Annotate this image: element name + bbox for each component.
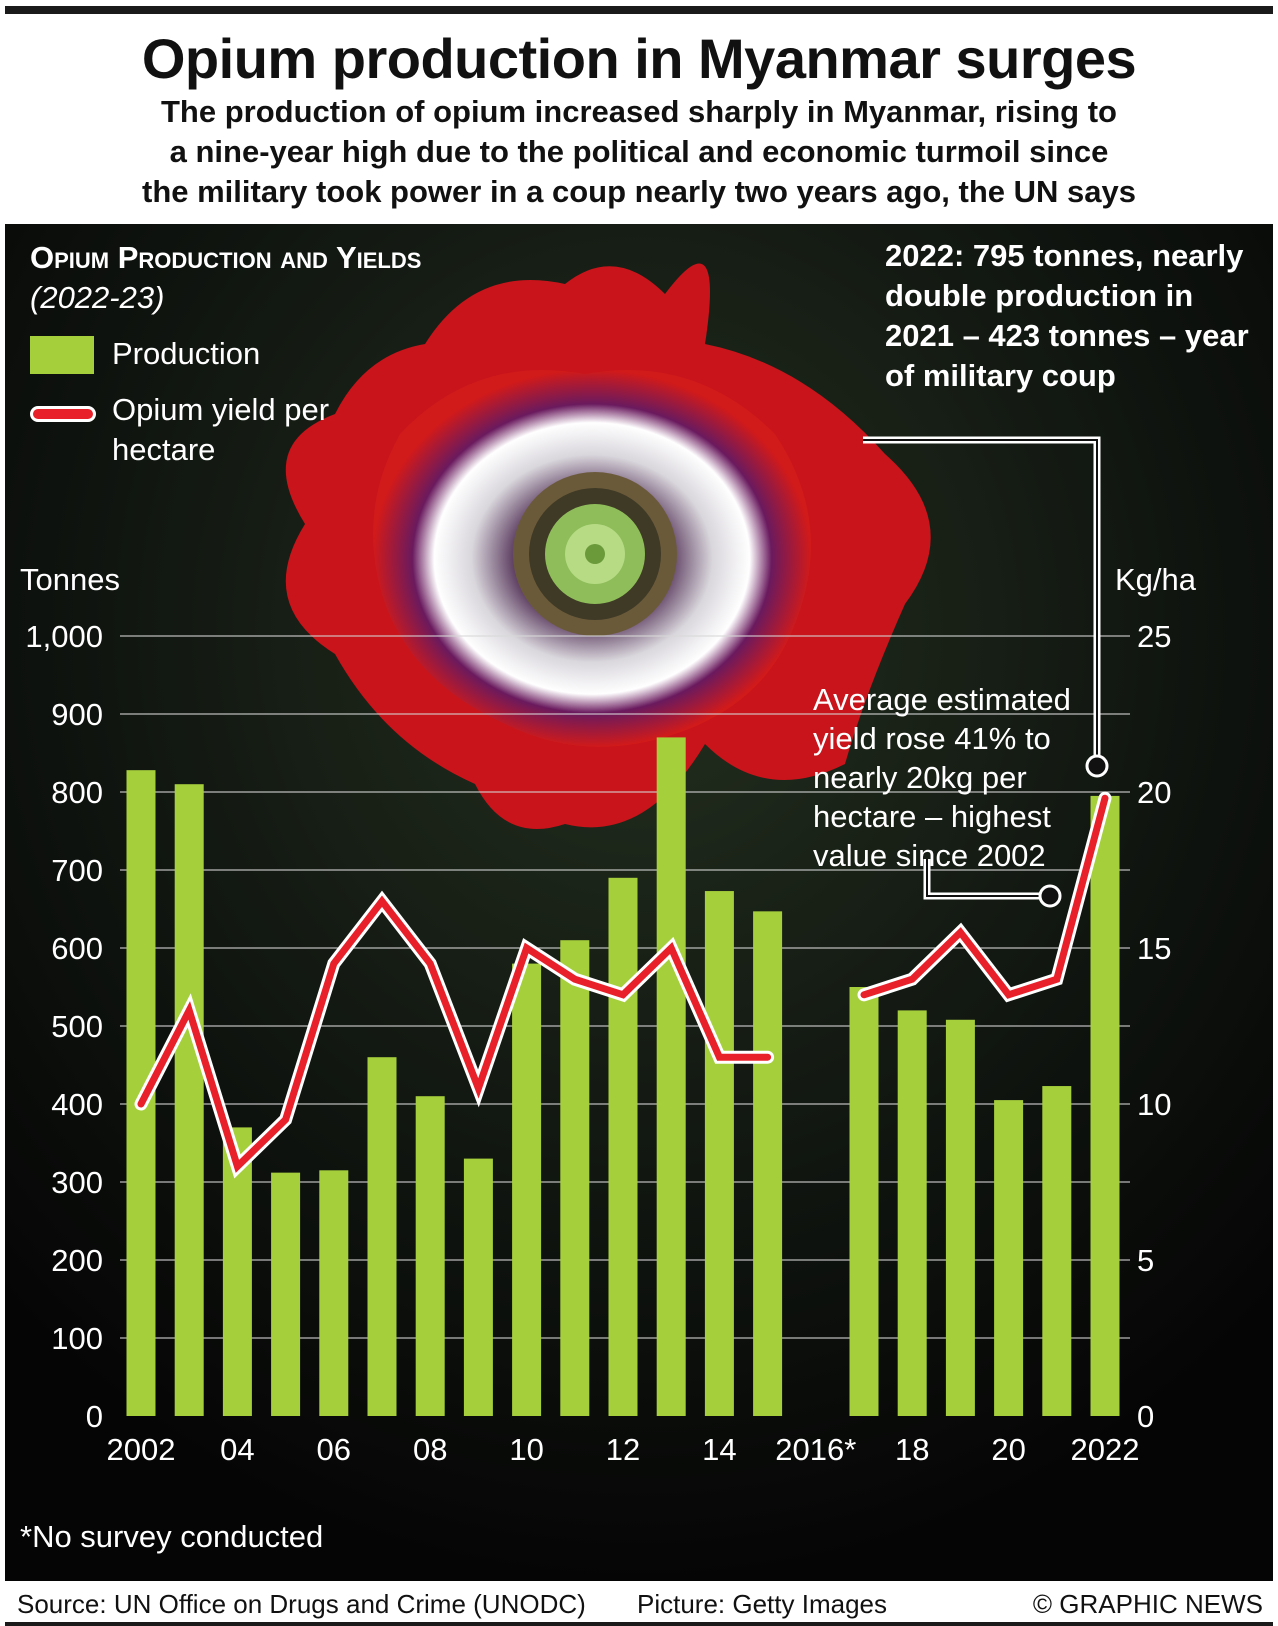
x-tick-label: 06 [317, 1432, 351, 1467]
axis-labels: 0 100 200 300 400 500 600 700 800 900 1,000 0 5 10 15 2… [20, 562, 1197, 1467]
production-bar [222, 1127, 252, 1416]
y-right-tick-label: 0 [1137, 1399, 1154, 1434]
footnote: *No survey conducted [20, 1519, 324, 1554]
x-tick-label: 18 [895, 1432, 929, 1467]
x-tick-label: 2002 [107, 1432, 176, 1467]
legend-production-swatch [30, 336, 94, 374]
production-bar [415, 1096, 445, 1416]
x-tick-label: 2016* [775, 1432, 856, 1467]
x-tick-label: 14 [702, 1432, 736, 1467]
annotation-production-2022: 2022: 795 tonnes, nearly double producti… [885, 238, 1249, 393]
x-tick-label: 20 [991, 1432, 1025, 1467]
production-bar [319, 1170, 349, 1416]
legend-title-years: (2022-23) [30, 280, 165, 315]
callout-production-dot [1085, 754, 1109, 778]
production-bar [753, 911, 783, 1416]
subtitle-line-2: a nine-year high due to the political an… [169, 134, 1109, 169]
x-tick-label: 04 [220, 1432, 254, 1467]
callout-lines [863, 436, 1109, 908]
legend-title: Opium Production and Yields (2022-23) [30, 238, 450, 318]
x-tick-label: 2022 [1071, 1432, 1140, 1467]
subtitle-line-3: the military took power in a coup nearly… [142, 174, 1136, 209]
legend-title-text: Opium Production and Yields [30, 240, 422, 275]
y-left-tick-label: 0 [86, 1399, 103, 1434]
production-bars [126, 737, 1120, 1416]
callout-production-line [863, 439, 1098, 766]
x-tick-label: 12 [606, 1432, 640, 1467]
production-bar [1042, 1086, 1072, 1416]
production-bar [174, 784, 204, 1416]
production-bar [945, 1019, 975, 1416]
y-left-axis-title: Tonnes [20, 562, 120, 597]
y-left-tick-label: 900 [51, 697, 103, 732]
callout-yield-line [926, 859, 1050, 897]
page-subtitle: The production of opium increased sharpl… [0, 92, 1278, 212]
production-bar [463, 1158, 493, 1416]
production-bar [704, 891, 734, 1416]
y-left-tick-label: 100 [51, 1321, 103, 1356]
y-right-tick-label: 15 [1137, 931, 1171, 966]
y-left-tick-label: 700 [51, 853, 103, 888]
yield-line [137, 895, 772, 1173]
y-right-axis-title: Kg/ha [1115, 562, 1197, 597]
production-bar [367, 1057, 397, 1416]
y-left-tick-label: 400 [51, 1087, 103, 1122]
footer: Source: UN Office on Drugs and Crime (UN… [5, 1581, 1273, 1622]
page-title: Opium production in Myanmar surges [141, 27, 1137, 90]
production-bar [271, 1172, 301, 1416]
yield-line-group [134, 791, 1112, 1179]
bottom-rule [5, 1622, 1273, 1626]
y-right-tick-label: 25 [1137, 619, 1171, 654]
y-left-tick-label: 1,000 [25, 619, 103, 654]
legend-yield-label: Opium yield per hectare [112, 392, 330, 467]
footer-source: Source: UN Office on Drugs and Crime (UN… [17, 1589, 586, 1619]
yield-line [860, 794, 1109, 999]
x-tick-label: 08 [413, 1432, 447, 1467]
production-bar [656, 737, 686, 1416]
x-tick-label: 10 [509, 1432, 543, 1467]
production-bar [849, 987, 879, 1416]
y-left-tick-label: 500 [51, 1009, 103, 1044]
production-bar [608, 877, 638, 1416]
y-right-tick-label: 5 [1137, 1243, 1154, 1278]
legend-yield-swatch [30, 406, 96, 422]
top-rule [5, 6, 1273, 14]
production-bar [512, 963, 542, 1416]
production-bar [897, 1010, 927, 1416]
y-left-tick-label: 800 [51, 775, 103, 810]
production-bar [1090, 795, 1120, 1416]
production-bar [994, 1100, 1024, 1416]
chart-panel: 0 100 200 300 400 500 600 700 800 900 1,000 0 5 10 15 2… [5, 224, 1273, 1581]
poppy-photo [285, 263, 931, 829]
chart-svg: 0 100 200 300 400 500 600 700 800 900 1,000 0 5 10 15 2… [5, 224, 1273, 1581]
footer-picture-credit: Picture: Getty Images [637, 1589, 887, 1619]
y-left-tick-label: 600 [51, 931, 103, 966]
legend-production-label: Production [112, 336, 261, 371]
subtitle-line-1: The production of opium increased sharpl… [161, 94, 1117, 129]
y-left-tick-label: 200 [51, 1243, 103, 1278]
annotation-yield-2022: Average estimated yield rose 41% to near… [813, 682, 1071, 873]
callout-yield-dot [1038, 884, 1062, 908]
production-bar [560, 940, 590, 1416]
footer-copyright: © GRAPHIC NEWS [1032, 1589, 1263, 1619]
y-right-tick-label: 20 [1137, 775, 1171, 810]
y-left-tick-label: 300 [51, 1165, 103, 1200]
y-right-tick-label: 10 [1137, 1087, 1171, 1122]
